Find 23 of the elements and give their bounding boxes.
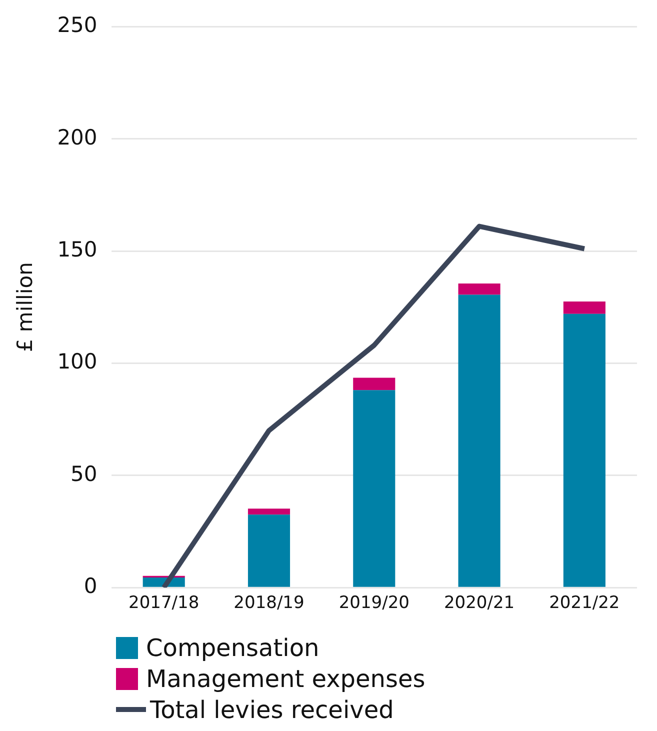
x-tick-label: 2017/18 <box>128 593 200 614</box>
y-tick-label: 100 <box>57 350 98 374</box>
y-axis-title: £ million <box>13 262 38 352</box>
bar <box>563 314 606 587</box>
legend-label: Management expenses <box>146 664 426 692</box>
x-tick-label: 2021/22 <box>549 593 620 614</box>
bar <box>248 508 290 515</box>
bar <box>458 294 500 587</box>
y-tick-label: 50 <box>70 462 98 486</box>
bar <box>353 390 396 587</box>
bar <box>563 301 606 314</box>
y-tick-label: 250 <box>57 13 98 38</box>
x-tick-label: 2019/20 <box>338 593 410 614</box>
x-tick-label: 2020/21 <box>444 593 515 614</box>
legend-label: Total levies received <box>150 696 394 724</box>
bar <box>353 378 396 390</box>
y-tick-label: 200 <box>57 125 98 150</box>
bar <box>458 284 500 295</box>
y-tick-label: 0 <box>84 574 98 598</box>
y-tick-label: 150 <box>57 237 98 262</box>
legend-label: Compensation <box>146 634 320 662</box>
x-tick-label: 2018/19 <box>234 593 304 614</box>
bar <box>248 514 290 587</box>
